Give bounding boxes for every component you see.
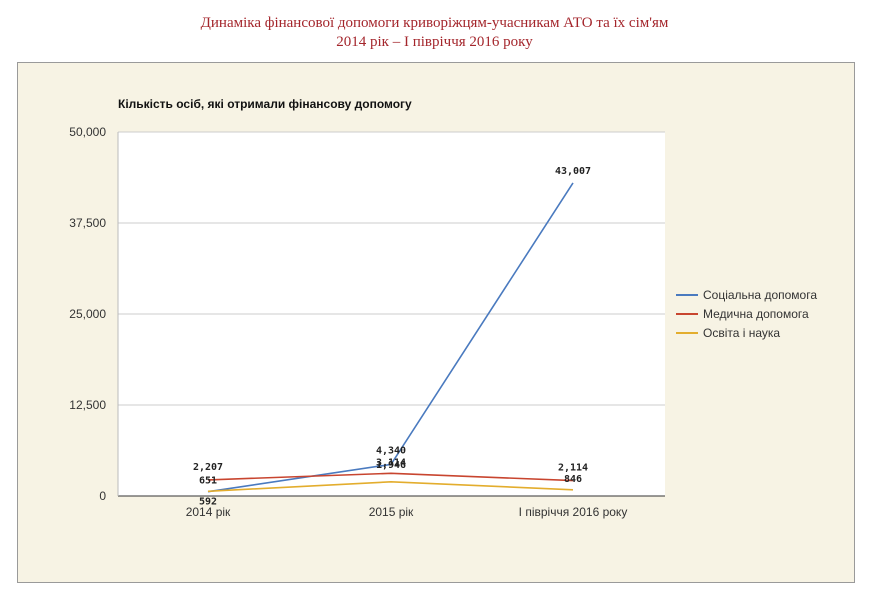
data-label: 592 [199,497,217,508]
legend-label: Медична допомога [703,307,809,321]
page-title-line-2: 2014 рік – І півріччя 2016 року [336,34,533,50]
data-label: 846 [564,474,582,485]
x-tick-label: І півріччя 2016 року [519,505,628,519]
legend: Соціальна допомога Медична допомога Освіта… [676,288,817,340]
data-label: 43,007 [555,166,591,177]
y-axis: 0 12,500 25,000 37,500 50,000 [69,125,106,503]
chart-title: Кількість осіб, які отримали фінансову д… [118,97,412,111]
gridlines [117,131,665,497]
y-tick-label: 50,000 [69,125,106,139]
series-line-3 [207,480,574,493]
series-line-1 [207,182,574,493]
data-label: 1,946 [376,460,406,471]
x-tick-label: 2015 рік [369,505,414,519]
legend-label: Соціальна допомога [703,288,817,302]
y-tick-label: 12,500 [69,398,106,412]
y-tick-label: 25,000 [69,307,106,321]
data-label: 3,114 [376,457,406,468]
data-label: 2,207 [193,462,223,473]
series-lines [207,182,574,493]
page-title-line-1: Динаміка фінансової допомоги криворіжцям… [200,15,669,31]
data-label: 651 [199,475,217,486]
y-tick-label: 37,500 [69,216,106,230]
x-axis: 2014 рік 2015 рік І півріччя 2016 року [186,505,628,519]
page-title: Динаміка фінансової допомоги криворіжцям… [0,14,869,52]
series-line-2 [207,472,574,482]
legend-label: Освіта і наука [703,326,780,340]
data-labels: 592 4,340 43,007 2,207 3,114 2,114 651 1,946 846 [193,166,591,508]
y-tick-label: 0 [99,489,106,503]
data-label: 2,114 [558,463,588,474]
x-tick-label: 2014 рік [186,505,231,519]
data-label: 4,340 [376,445,406,456]
